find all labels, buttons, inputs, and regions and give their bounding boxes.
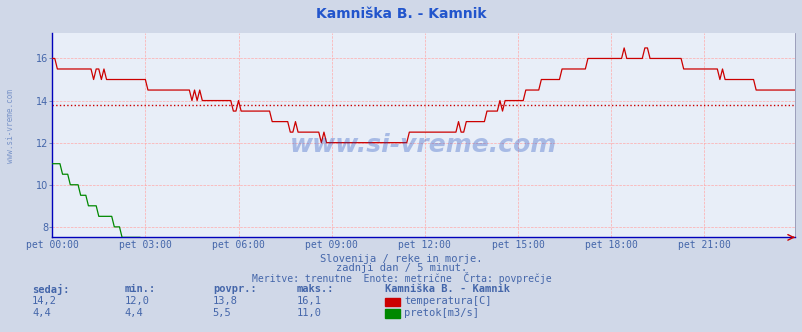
Text: sedaj:: sedaj: xyxy=(32,284,70,295)
Text: 11,0: 11,0 xyxy=(297,308,322,318)
Text: 16,1: 16,1 xyxy=(297,296,322,306)
Text: pet 18:00: pet 18:00 xyxy=(584,240,637,250)
Text: zadnji dan / 5 minut.: zadnji dan / 5 minut. xyxy=(335,263,467,273)
Text: 12,0: 12,0 xyxy=(124,296,149,306)
Text: povpr.:: povpr.: xyxy=(213,284,256,294)
Text: pet 00:00: pet 00:00 xyxy=(26,240,79,250)
Text: www.si-vreme.com: www.si-vreme.com xyxy=(290,133,557,157)
Text: 4,4: 4,4 xyxy=(124,308,143,318)
Text: 4,4: 4,4 xyxy=(32,308,51,318)
Text: pet 03:00: pet 03:00 xyxy=(119,240,172,250)
Text: pet 06:00: pet 06:00 xyxy=(212,240,265,250)
Text: pet 09:00: pet 09:00 xyxy=(305,240,358,250)
Text: Meritve: trenutne  Enote: metrične  Črta: povprečje: Meritve: trenutne Enote: metrične Črta: … xyxy=(251,272,551,284)
Text: Slovenija / reke in morje.: Slovenija / reke in morje. xyxy=(320,254,482,264)
Text: Kamniška B. - Kamnik: Kamniška B. - Kamnik xyxy=(316,7,486,21)
Text: www.si-vreme.com: www.si-vreme.com xyxy=(6,89,14,163)
Text: 14,2: 14,2 xyxy=(32,296,57,306)
Text: 13,8: 13,8 xyxy=(213,296,237,306)
Text: pretok[m3/s]: pretok[m3/s] xyxy=(403,308,478,318)
Text: pet 12:00: pet 12:00 xyxy=(398,240,451,250)
Text: maks.:: maks.: xyxy=(297,284,334,294)
Text: min.:: min.: xyxy=(124,284,156,294)
Text: 5,5: 5,5 xyxy=(213,308,231,318)
Text: pet 15:00: pet 15:00 xyxy=(491,240,544,250)
Text: Kamniška B. - Kamnik: Kamniška B. - Kamnik xyxy=(385,284,510,294)
Text: temperatura[C]: temperatura[C] xyxy=(403,296,491,306)
Text: pet 21:00: pet 21:00 xyxy=(677,240,730,250)
